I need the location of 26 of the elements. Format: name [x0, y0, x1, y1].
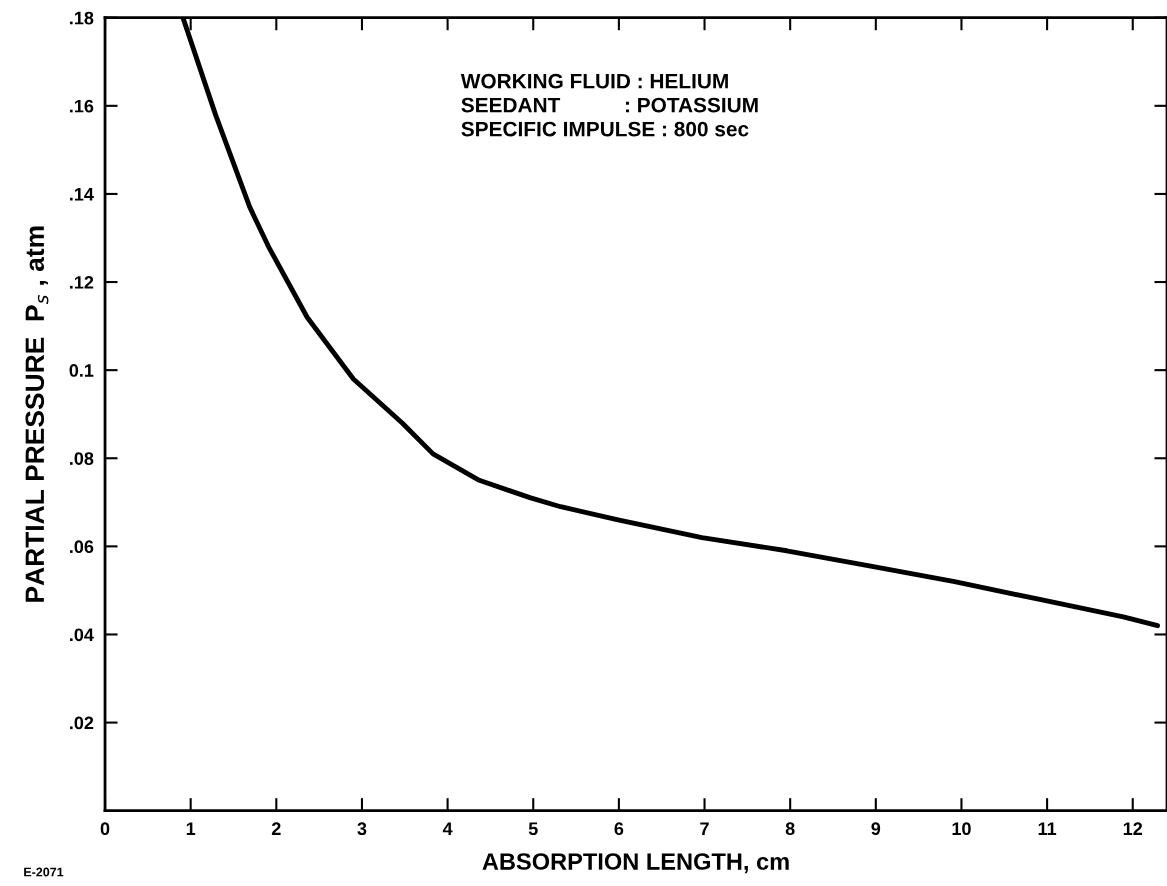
x-tick-label: 6 — [614, 822, 624, 836]
x-tick-label: 0 — [100, 822, 110, 836]
x-tick-label: 11 — [1038, 822, 1057, 835]
x-tick-label: 7 — [700, 822, 709, 835]
x-tick-label: 10 — [952, 822, 971, 836]
y-tick-label: .12 — [70, 275, 94, 289]
annotation: WORKING FLUID : HELIUM SEEDANT : POTASSIUM SPECIFIC IMPULSE : 800 sec — [460, 73, 758, 137]
x-tick-label: 2 — [271, 822, 281, 835]
y-tick-label: .18 — [70, 11, 94, 25]
x-tick-label: 9 — [871, 822, 881, 836]
x-tick-label: 4 — [442, 822, 453, 835]
x-tick-label: 5 — [528, 822, 538, 836]
x-axis-title: ABSORPTION LENGTH, cm — [482, 853, 789, 874]
y-tick-label: .06 — [70, 540, 94, 554]
y-tick-label: .04 — [70, 628, 94, 642]
x-tick-label: 1 — [186, 822, 196, 835]
y-tick-label: .02 — [70, 716, 94, 730]
y-tick-label: .08 — [70, 452, 94, 465]
text: E-2071 — [24, 867, 64, 877]
x-tick-label: 8 — [785, 822, 795, 836]
y-axis-title: PARTIAL PRESSURE P$_{s}$ , atm — [25, 226, 49, 602]
x-tick-label: 12 — [1123, 822, 1143, 835]
y-tick-label: 0.1 — [69, 364, 94, 377]
y-tick-label: .14 — [70, 188, 94, 201]
y-tick-label: .16 — [70, 99, 94, 113]
x-tick-label: 3 — [357, 822, 367, 836]
